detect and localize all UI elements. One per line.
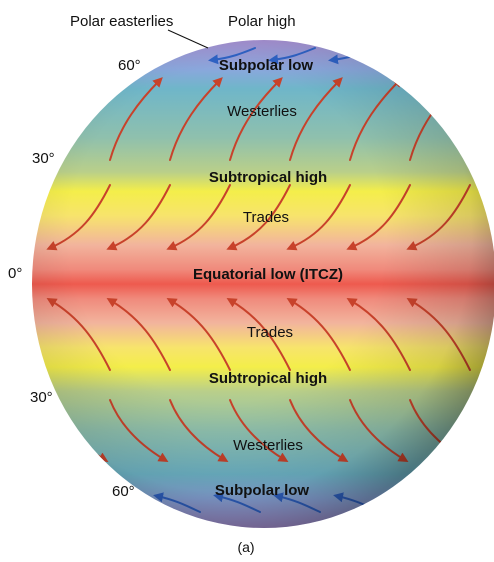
- figure-caption: (a): [237, 539, 254, 555]
- band-label-equatorial-low: Equatorial low (ITCZ): [193, 266, 343, 283]
- globe-shading: [32, 40, 494, 528]
- band-label-westerlies-south: Westerlies: [233, 437, 303, 454]
- latitude-label-north-60: 60°: [118, 57, 141, 74]
- latitude-label-south-60: 60°: [112, 483, 135, 500]
- band-label-subpolar-low-south: Subpolar low: [215, 482, 310, 499]
- polar-easterlies-label: Polar easterlies: [70, 13, 173, 30]
- band-label-subtropical-high-north: Subtropical high: [209, 169, 327, 186]
- latitude-label-south-30: 30°: [30, 389, 53, 406]
- band-label-subtropical-high-south: Subtropical high: [209, 370, 327, 387]
- band-label-subpolar-low-north: Subpolar low: [219, 57, 314, 74]
- polar-high-label: Polar high: [228, 13, 296, 30]
- band-label-trades-south: Trades: [247, 324, 293, 341]
- band-label-trades-north: Trades: [243, 209, 289, 226]
- polar-easterlies-pointer: [167, 29, 209, 49]
- latitude-label-north-30: 30°: [32, 150, 55, 167]
- latitude-label-equator: 0°: [8, 265, 22, 282]
- band-label-westerlies-north: Westerlies: [227, 103, 297, 120]
